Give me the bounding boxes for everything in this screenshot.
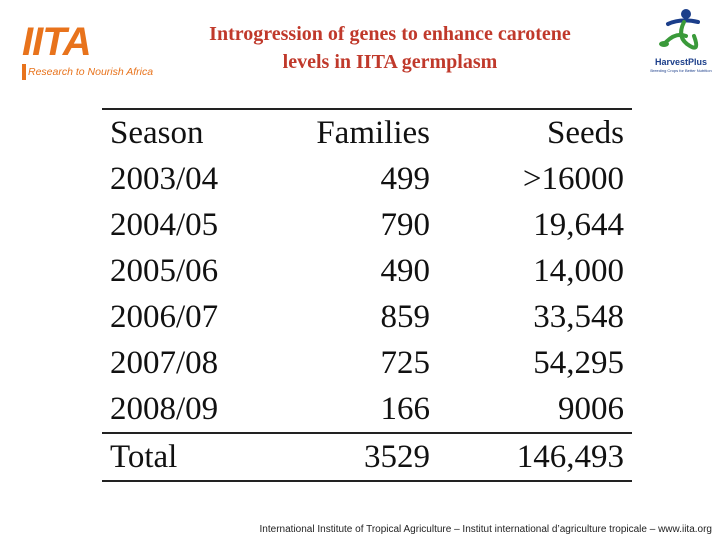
cell-seeds: 19,644: [533, 207, 624, 243]
table-row: 2005/06 490 14,000: [102, 248, 632, 294]
cell-season: 2004/05: [110, 207, 219, 243]
page-title: Introgression of genes to enhance carote…: [150, 20, 630, 76]
table-row: 2006/07 859 33,548: [102, 294, 632, 340]
cell-seeds: 33,548: [533, 299, 624, 335]
table-row: 2003/04 499 >16000: [102, 156, 632, 202]
cell-seeds: 9006: [558, 391, 624, 427]
iita-logo-tagline: Research to Nourish Africa: [28, 66, 154, 78]
title-line-1: Introgression of genes to enhance carote…: [209, 23, 571, 45]
cell-families: 725: [380, 345, 431, 381]
table-header-row: Season Families Seeds: [102, 109, 632, 156]
header-seeds: Seeds: [547, 115, 624, 151]
cell-families: 490: [380, 253, 431, 289]
cell-season: 2008/09: [110, 391, 219, 427]
cell-season: 2005/06: [110, 253, 219, 289]
harvestplus-name: HarvestPlus: [654, 57, 708, 67]
table-row: 2004/05 790 19,644: [102, 202, 632, 248]
iita-logo: IITA Research to Nourish Africa: [22, 20, 153, 82]
cell-season: 2003/04: [110, 161, 219, 197]
harvestplus-logo: HarvestPlus Breeding Crops for Better Nu…: [646, 6, 716, 76]
title-line-2: levels in IITA germplasm: [282, 51, 498, 73]
total-seeds: 146,493: [516, 439, 624, 475]
table-row: 2008/09 166 9006: [102, 386, 632, 433]
cell-seeds: >16000: [522, 161, 624, 197]
cell-families: 499: [380, 161, 431, 197]
harvestplus-tagline: Breeding Crops for Better Nutrition: [650, 68, 712, 73]
total-label: Total: [110, 439, 178, 475]
iita-logo-mark: IITA: [22, 20, 92, 64]
cell-season: 2007/08: [110, 345, 219, 381]
cell-seeds: 54,295: [533, 345, 624, 381]
cell-season: 2006/07: [110, 299, 219, 335]
table-total-row: Total 3529 146,493: [102, 433, 632, 481]
cell-families: 790: [380, 207, 431, 243]
cell-families: 166: [380, 391, 431, 427]
table-row: 2007/08 725 54,295: [102, 340, 632, 386]
total-families: 3529: [364, 439, 430, 475]
cell-families: 859: [380, 299, 431, 335]
iita-logo-bar: [22, 64, 26, 80]
cell-seeds: 14,000: [533, 253, 624, 289]
header-season: Season: [110, 115, 204, 151]
harvestplus-figure-icon: [659, 9, 700, 50]
germplasm-table: Season Families Seeds 2003/04 499 >16000…: [102, 108, 632, 482]
header-families: Families: [316, 115, 430, 151]
footer-text: International Institute of Tropical Agri…: [259, 524, 712, 535]
